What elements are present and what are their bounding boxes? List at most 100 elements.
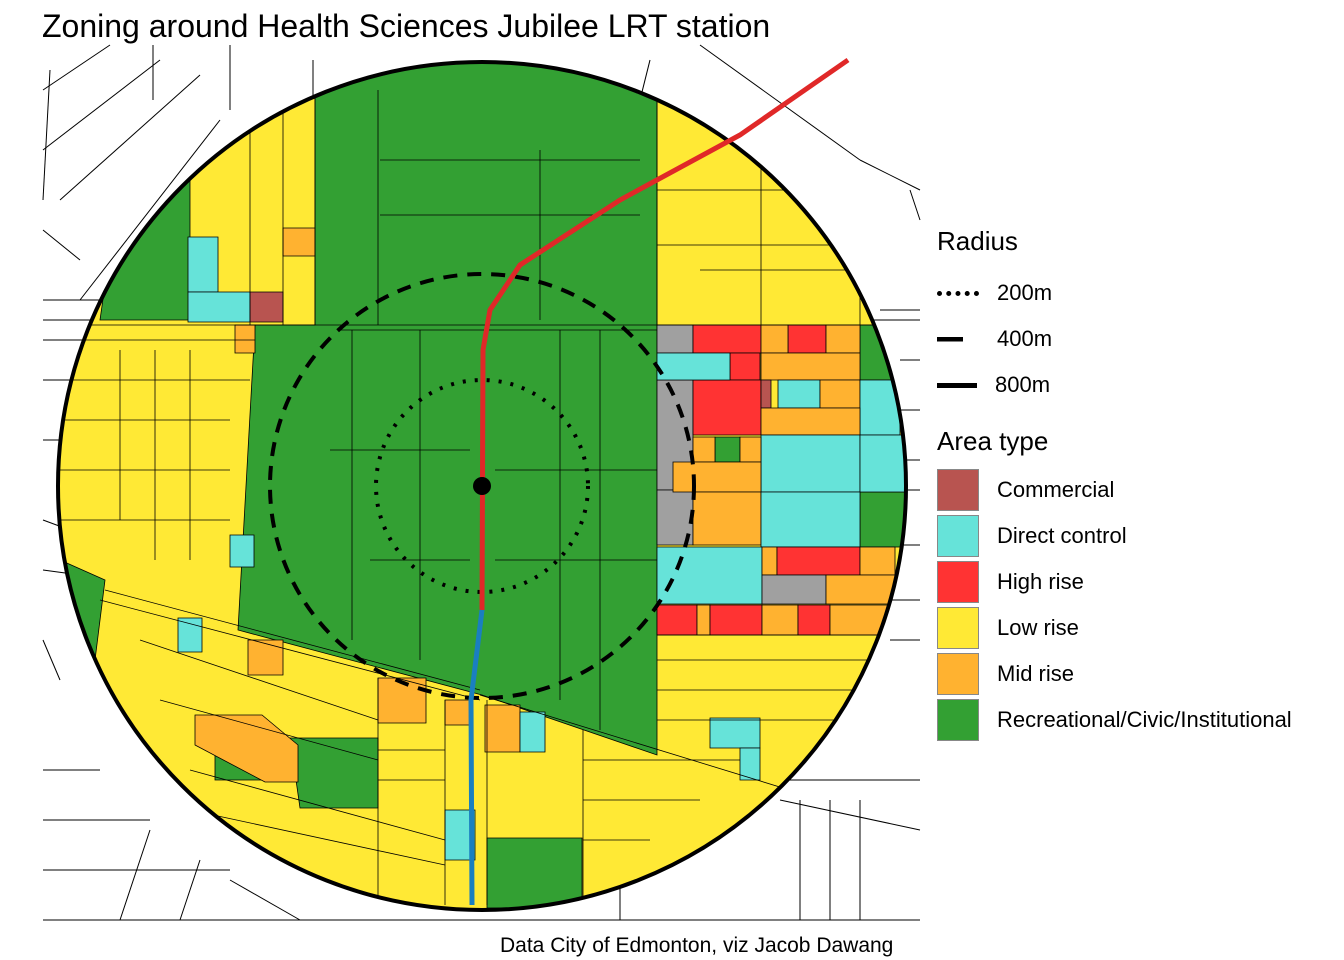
color-swatch <box>937 469 979 511</box>
zone-parcel <box>377 677 427 724</box>
zone-parcel <box>692 379 762 436</box>
lrt-line-blue <box>468 609 485 906</box>
zone-parcel <box>672 461 762 493</box>
solid-line-icon <box>937 382 977 388</box>
color-swatch <box>937 653 979 695</box>
zone-parcel <box>656 546 763 605</box>
zone-parcel <box>229 534 255 568</box>
legend-radius-400m: 400m <box>937 317 1052 361</box>
street-line <box>229 879 301 921</box>
radius-legend-title: Radius <box>937 226 1018 256</box>
zone-parcel <box>519 711 546 753</box>
zone-parcel <box>760 407 861 436</box>
zone-parcel <box>709 604 763 636</box>
street-line <box>42 59 161 151</box>
street-line <box>42 639 61 681</box>
zone-parcel <box>656 604 698 636</box>
zone-parcel <box>825 574 897 605</box>
street-line <box>189 769 446 841</box>
street-line <box>859 159 921 191</box>
radius-800m-circle <box>56 60 908 912</box>
zone-parcel <box>761 604 799 636</box>
zone-parcel <box>692 436 716 463</box>
zone-parcel <box>187 236 219 293</box>
dashed-line-icon <box>937 336 963 342</box>
zone-parcel <box>739 436 762 463</box>
zone-parcel <box>444 699 471 726</box>
zone-parcel <box>692 324 762 354</box>
zone-parcel <box>760 491 861 548</box>
street-line <box>139 639 379 721</box>
zone-parcel <box>187 291 251 323</box>
street-line <box>42 69 51 201</box>
zone-parcel <box>859 324 901 381</box>
zone-parcel <box>99 179 191 321</box>
street-line <box>79 119 221 301</box>
zone-parcel <box>859 434 906 493</box>
zone-parcel <box>760 352 861 381</box>
zone-parcel <box>761 546 778 576</box>
legend-radius-200m: 200m <box>937 271 1052 315</box>
legend-area-low-rise: Low rise <box>937 606 1079 650</box>
zone-parcel <box>739 747 761 781</box>
zone-parcel <box>289 737 379 809</box>
legend-radius-800m: 800m <box>937 363 1050 407</box>
street-line <box>179 859 201 921</box>
zone-parcel <box>486 837 583 909</box>
dotted-line-icon <box>937 290 979 296</box>
zoning-map <box>42 44 921 921</box>
zone-parcel <box>776 546 861 576</box>
zone-parcel <box>656 352 731 381</box>
street-line <box>159 699 379 761</box>
zone-parcel <box>819 379 861 409</box>
zone-parcel <box>797 604 831 636</box>
area-legend-title: Area type <box>937 426 1049 456</box>
street-line <box>189 809 446 866</box>
street-line <box>909 189 921 221</box>
zone-parcel <box>234 324 256 354</box>
zone-parcel <box>825 324 861 354</box>
street-line <box>119 829 151 921</box>
zone-parcel <box>249 291 284 323</box>
zone-parcel <box>692 491 762 546</box>
zone-parcel <box>247 639 284 676</box>
legend-area-mid-rise: Mid rise <box>937 652 1074 696</box>
street-line <box>59 74 201 201</box>
zone-parcel <box>760 324 789 354</box>
zone-parcel <box>177 617 203 653</box>
zone-parcel <box>714 436 741 463</box>
zone-parcel <box>194 714 299 783</box>
lrt-line-red <box>479 57 850 611</box>
color-swatch <box>937 699 979 741</box>
zone-parcel <box>696 604 711 636</box>
zone-parcel <box>761 574 827 605</box>
legend-area-recreational-civic-institutional: Recreational/Civic/Institutional <box>937 698 1292 742</box>
zone-parcel <box>709 717 761 749</box>
zone-parcel <box>787 324 827 354</box>
zone-parcel <box>777 379 821 409</box>
zone-parcel <box>760 434 861 493</box>
zone-parcel <box>282 227 316 257</box>
radius-400m-circle <box>268 272 696 700</box>
color-swatch <box>937 607 979 649</box>
legend-area-direct-control: Direct control <box>937 514 1127 558</box>
legend-area-high-rise: High rise <box>937 560 1084 604</box>
street-line <box>104 589 481 691</box>
station-marker <box>473 477 491 495</box>
zone-parcel <box>859 546 896 576</box>
street-line <box>99 599 481 701</box>
street-line <box>699 44 861 161</box>
zone-parcel <box>656 324 694 354</box>
street-line <box>779 799 921 831</box>
zone-parcel <box>760 379 772 409</box>
zone-parcel <box>859 491 906 548</box>
zone-parcel <box>729 352 761 381</box>
color-swatch <box>937 561 979 603</box>
map-title: Zoning around Health Sciences Jubilee LR… <box>42 8 771 44</box>
zone-parcel <box>484 704 521 753</box>
legend-area-commercial: Commercial <box>937 468 1114 512</box>
street-line <box>42 44 111 91</box>
street-line <box>42 229 81 261</box>
radius-200m-circle <box>374 378 590 594</box>
data-credit: Data City of Edmonton, viz Jacob Dawang <box>500 934 894 957</box>
